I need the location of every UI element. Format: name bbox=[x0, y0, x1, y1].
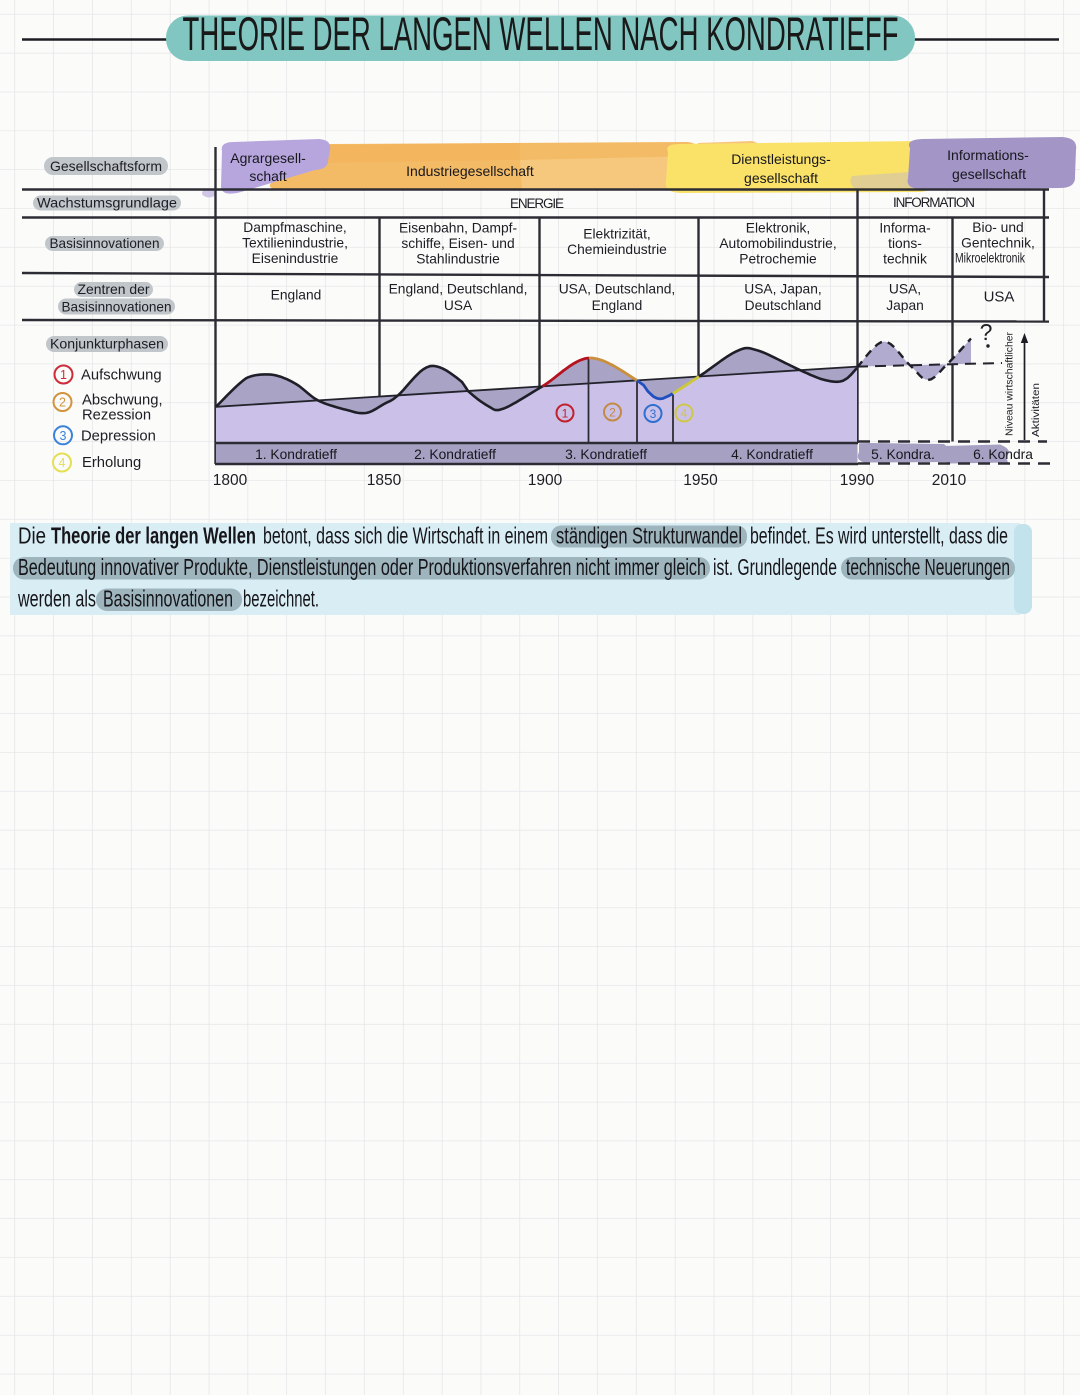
svg-text:2. Kondratieff: 2. Kondratieff bbox=[414, 447, 496, 462]
svg-text:Dampfmaschine,: Dampfmaschine, bbox=[243, 220, 347, 235]
svg-text:Bio- und: Bio- und bbox=[972, 220, 1023, 235]
svg-text:4: 4 bbox=[59, 456, 66, 470]
svg-text:Wachstumsgrundlage: Wachstumsgrundlage bbox=[37, 195, 177, 211]
svg-text:England: England bbox=[271, 288, 322, 303]
svg-text:Chemieindustrie: Chemieindustrie bbox=[567, 242, 667, 257]
svg-text:6. Kondra: 6. Kondra bbox=[973, 447, 1033, 462]
svg-text:4. Kondratieff: 4. Kondratieff bbox=[731, 447, 813, 462]
svg-text:Rezession: Rezession bbox=[82, 408, 151, 424]
svg-text:1900: 1900 bbox=[528, 472, 563, 489]
svg-text:Bedeutung innovativer Produkte: Bedeutung innovativer Produkte, Dienstle… bbox=[18, 554, 706, 580]
svg-text:Aktivitäten: Aktivitäten bbox=[1031, 383, 1042, 437]
svg-text:4: 4 bbox=[681, 406, 688, 420]
svg-text:Informa-: Informa- bbox=[879, 221, 930, 236]
svg-text:Informations-: Informations- bbox=[947, 147, 1029, 163]
svg-text:Eisenindustrie: Eisenindustrie bbox=[252, 251, 339, 266]
svg-text:Mikroelektronik: Mikroelektronik bbox=[955, 251, 1025, 266]
svg-text:1850: 1850 bbox=[367, 472, 402, 489]
svg-text:USA, Japan,: USA, Japan, bbox=[744, 282, 821, 297]
svg-text:Agrargesell-: Agrargesell- bbox=[230, 150, 306, 166]
svg-text:technische Neuerungen: technische Neuerungen bbox=[846, 554, 1010, 580]
svg-text:1: 1 bbox=[562, 406, 569, 420]
svg-text:Konjunkturphasen: Konjunkturphasen bbox=[50, 336, 164, 352]
svg-text:England: England bbox=[592, 298, 643, 313]
svg-text:Elektrizität,: Elektrizität, bbox=[583, 227, 650, 242]
svg-text:Japan: Japan bbox=[886, 298, 924, 313]
svg-text:befindet. Es wird unterstellt,: befindet. Es wird unterstellt, dass die bbox=[750, 523, 1008, 549]
svg-text:3: 3 bbox=[650, 407, 657, 421]
svg-text:2: 2 bbox=[609, 405, 616, 419]
svg-text:schiffe, Eisen- und: schiffe, Eisen- und bbox=[401, 236, 514, 251]
svg-text:Basisinnovationen: Basisinnovationen bbox=[50, 235, 160, 251]
svg-text:Depression: Depression bbox=[81, 429, 156, 445]
svg-text:Elektronik,: Elektronik, bbox=[746, 221, 810, 236]
svg-text:Petrochemie: Petrochemie bbox=[739, 252, 817, 267]
svg-text:3: 3 bbox=[60, 429, 67, 443]
svg-text:Basisinnovationen: Basisinnovationen bbox=[62, 299, 172, 315]
svg-text:Niveau wirtschaftlicher: Niveau wirtschaftlicher bbox=[1005, 331, 1016, 436]
svg-text:Stahlindustrie: Stahlindustrie bbox=[416, 252, 500, 267]
svg-text:3. Kondratieff: 3. Kondratieff bbox=[565, 447, 647, 462]
svg-text:gesellschaft: gesellschaft bbox=[952, 166, 1026, 182]
svg-text:schaft: schaft bbox=[249, 168, 286, 184]
svg-text:Theorie der langen Wellen: Theorie der langen Wellen bbox=[51, 523, 256, 549]
svg-text:1990: 1990 bbox=[840, 472, 875, 489]
svg-text:Eisenbahn, Dampf-: Eisenbahn, Dampf- bbox=[399, 221, 517, 236]
svg-text:Die: Die bbox=[18, 523, 46, 549]
svg-text:USA: USA bbox=[444, 298, 473, 313]
svg-text:Abschwung,: Abschwung, bbox=[82, 393, 163, 409]
svg-text:THEORIE DER LANGEN WELLEN NACH: THEORIE DER LANGEN WELLEN NACH KONDRATIE… bbox=[183, 7, 899, 60]
svg-text:Gesellschaftsform: Gesellschaftsform bbox=[50, 158, 162, 174]
svg-text:bezeichnet.: bezeichnet. bbox=[243, 586, 319, 612]
svg-text:Automobilindustrie,: Automobilindustrie, bbox=[719, 236, 836, 251]
svg-text:1800: 1800 bbox=[213, 472, 248, 489]
svg-text:2: 2 bbox=[59, 396, 66, 410]
svg-text:1950: 1950 bbox=[683, 472, 718, 489]
svg-text:Basisinnovationen: Basisinnovationen bbox=[103, 586, 233, 612]
svg-text:1. Kondratieff: 1. Kondratieff bbox=[255, 447, 337, 462]
svg-text:2010: 2010 bbox=[932, 472, 967, 489]
svg-text:Industriegesellschaft: Industriegesellschaft bbox=[406, 163, 534, 179]
svg-text:INFORMATION: INFORMATION bbox=[893, 195, 975, 210]
svg-text:betont, dass sich die Wirtscha: betont, dass sich die Wirtschaft in eine… bbox=[263, 523, 548, 549]
svg-text:ist. Grundlegende: ist. Grundlegende bbox=[713, 554, 837, 580]
svg-text:gesellschaft: gesellschaft bbox=[744, 170, 818, 186]
svg-text:England, Deutschland,: England, Deutschland, bbox=[389, 282, 528, 297]
svg-text:?: ? bbox=[980, 319, 993, 345]
svg-text:USA: USA bbox=[984, 289, 1015, 306]
svg-text:USA,: USA, bbox=[889, 282, 921, 297]
svg-text:Erholung: Erholung bbox=[82, 455, 141, 471]
svg-text:Zentren der: Zentren der bbox=[78, 281, 150, 297]
svg-text:ständigen Strukturwandel: ständigen Strukturwandel bbox=[556, 523, 742, 549]
svg-text:Aufschwung: Aufschwung bbox=[81, 368, 162, 384]
svg-text:USA, Deutschland,: USA, Deutschland, bbox=[559, 282, 676, 297]
svg-text:werden als: werden als bbox=[17, 586, 96, 612]
svg-text:Gentechnik,: Gentechnik, bbox=[961, 236, 1035, 251]
svg-text:tions-: tions- bbox=[888, 236, 922, 251]
svg-text:1: 1 bbox=[60, 368, 67, 382]
svg-text:Dienstleistungs-: Dienstleistungs- bbox=[731, 151, 831, 167]
svg-text:Textilienindustrie,: Textilienindustrie, bbox=[242, 236, 348, 251]
svg-text:technik: technik bbox=[883, 252, 927, 267]
svg-text:5. Kondra.: 5. Kondra. bbox=[871, 447, 935, 462]
svg-text:ENERGIE: ENERGIE bbox=[510, 196, 564, 211]
svg-text:Deutschland: Deutschland bbox=[745, 298, 822, 313]
